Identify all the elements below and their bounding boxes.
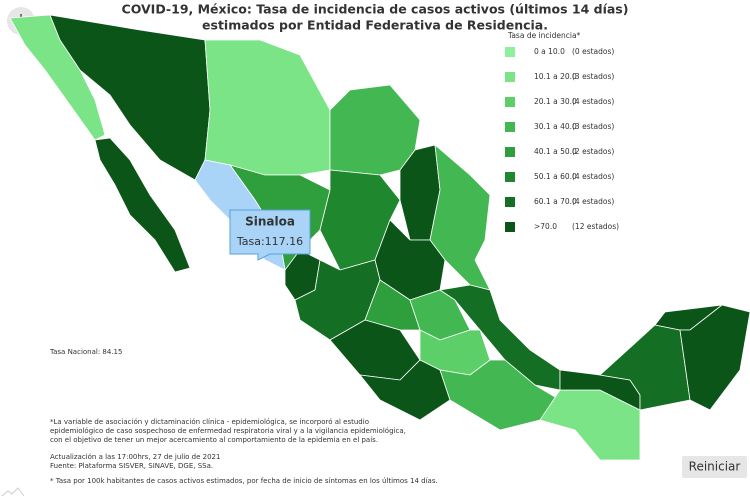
legend-swatch xyxy=(505,47,515,57)
legend-count: (3 estados) xyxy=(572,72,614,81)
state xyxy=(94,137,191,273)
legend-range: 30.1 a 40.0 xyxy=(534,122,577,131)
legend-range: >70.0 xyxy=(534,222,557,231)
tooltip-box xyxy=(229,209,311,261)
note-line: epidemiológico de caso sospechoso de enf… xyxy=(50,427,406,435)
legend-count: (0 estados) xyxy=(572,47,614,56)
legend-range: 40.1 a 50.0 xyxy=(534,147,577,156)
state xyxy=(439,359,561,431)
legend-count: (2 estados) xyxy=(572,147,614,156)
legend-swatch xyxy=(505,72,515,82)
legend-count: (12 estados) xyxy=(572,222,619,231)
legend: Tasa de incidencia* 0 a 10.0 (0 estados) 1… xyxy=(505,31,619,232)
legend-swatch xyxy=(505,97,515,107)
state xyxy=(679,304,750,411)
note-line: *La variable de asociación y dictaminaci… xyxy=(50,418,369,426)
update-line: Actualización a las 17:00hrs, 27 de juli… xyxy=(50,453,220,461)
states xyxy=(9,14,750,461)
reset-button[interactable] xyxy=(682,456,747,478)
title-line: COVID-19, México: Tasa de incidencia de … xyxy=(122,2,629,17)
logo xyxy=(1,487,25,497)
legend-count: (4 estados) xyxy=(572,197,614,206)
legend-count: (3 estados) xyxy=(572,122,614,131)
legend-range: 0 a 10.0 xyxy=(534,47,565,56)
legend-count: (4 estados) xyxy=(572,97,614,106)
tooltip-text: Tasa:117.16 xyxy=(236,235,303,248)
state xyxy=(49,14,211,181)
reset-button-label: Reiniciar xyxy=(689,460,741,474)
legend-swatch xyxy=(505,147,515,157)
state xyxy=(364,279,421,331)
update-line: Fuente: Plataforma SISVER, SINAVE, DGE, … xyxy=(50,462,213,470)
legend-swatch xyxy=(505,122,515,132)
legend-range: 20.1 a 30.0 xyxy=(534,97,577,106)
tooltip-name: Sinaloa xyxy=(245,215,295,229)
legend-swatch xyxy=(505,172,515,182)
title-line: estimados por Entidad Federativa de Resi… xyxy=(202,18,548,33)
legend-title: Tasa de incidencia* xyxy=(507,31,581,40)
legend-swatch xyxy=(505,197,515,207)
legend-range: 10.1 a 20.0 xyxy=(534,72,577,81)
note-line: con el objetivo de tener un mejor acerca… xyxy=(50,436,378,444)
legend-range: 60.1 a 70.0 xyxy=(534,197,577,206)
national-rate: Tasa Nacional: 84.15 xyxy=(49,348,122,356)
footnote: * Tasa por 100k habitantes de casos acti… xyxy=(50,477,438,485)
legend-swatch xyxy=(505,222,515,232)
legend-count: (4 estados) xyxy=(572,172,614,181)
tooltip: Sinaloa Tasa:117.16 xyxy=(229,209,311,261)
legend-range: 50.1 a 60.0 xyxy=(534,172,577,181)
